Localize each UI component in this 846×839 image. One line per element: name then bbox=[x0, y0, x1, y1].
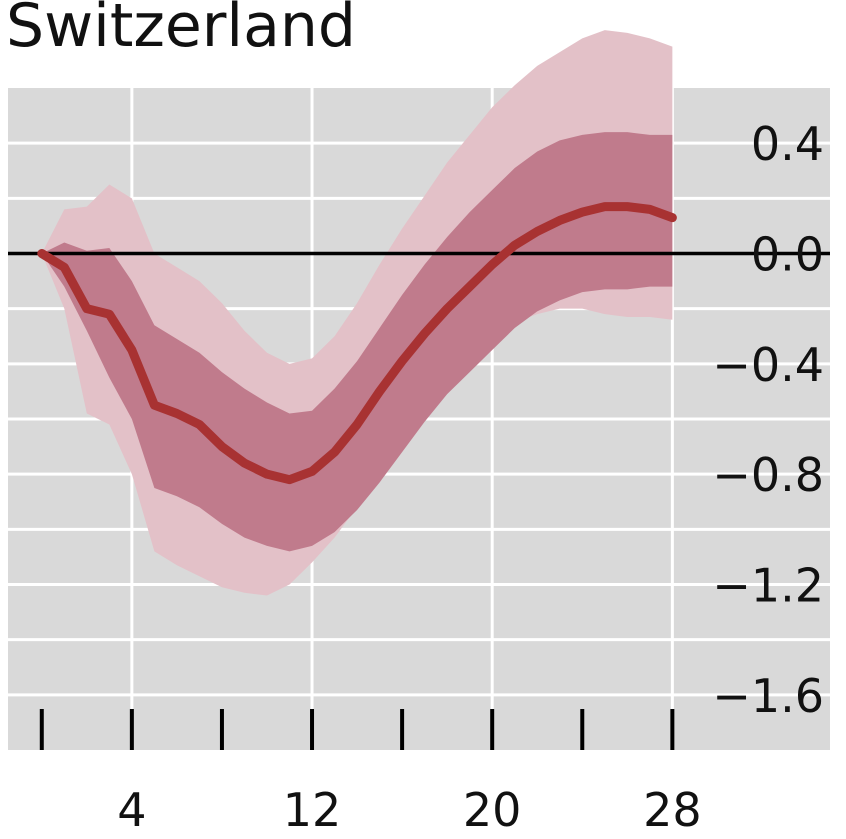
x-ticks bbox=[39, 709, 675, 750]
x-tick-label-28: 28 bbox=[643, 783, 702, 837]
y-tick-label-5: −1.6 bbox=[712, 669, 824, 723]
y-tick-label-0: 0.4 bbox=[751, 117, 824, 171]
x-tick-label-12: 12 bbox=[283, 783, 342, 837]
y-tick-label-4: −1.2 bbox=[712, 559, 824, 613]
y-tick-label-2: −0.4 bbox=[712, 338, 824, 392]
x-tick-label-4: 4 bbox=[117, 783, 146, 837]
inner-confidence-band bbox=[41, 132, 673, 552]
series-line bbox=[37, 202, 677, 485]
x-tick-labels: 4 12 20 28 bbox=[117, 783, 701, 837]
y-tick-label-3: −0.8 bbox=[712, 448, 824, 502]
confidence-bands bbox=[41, 30, 673, 596]
y-tick-labels: 0.4 0.0 −0.4 −0.8 −1.2 −1.6 bbox=[712, 117, 824, 723]
chart-title: Switzerland bbox=[6, 0, 356, 61]
x-tick-label-20: 20 bbox=[463, 783, 522, 837]
y-tick-label-1: 0.0 bbox=[751, 228, 824, 282]
